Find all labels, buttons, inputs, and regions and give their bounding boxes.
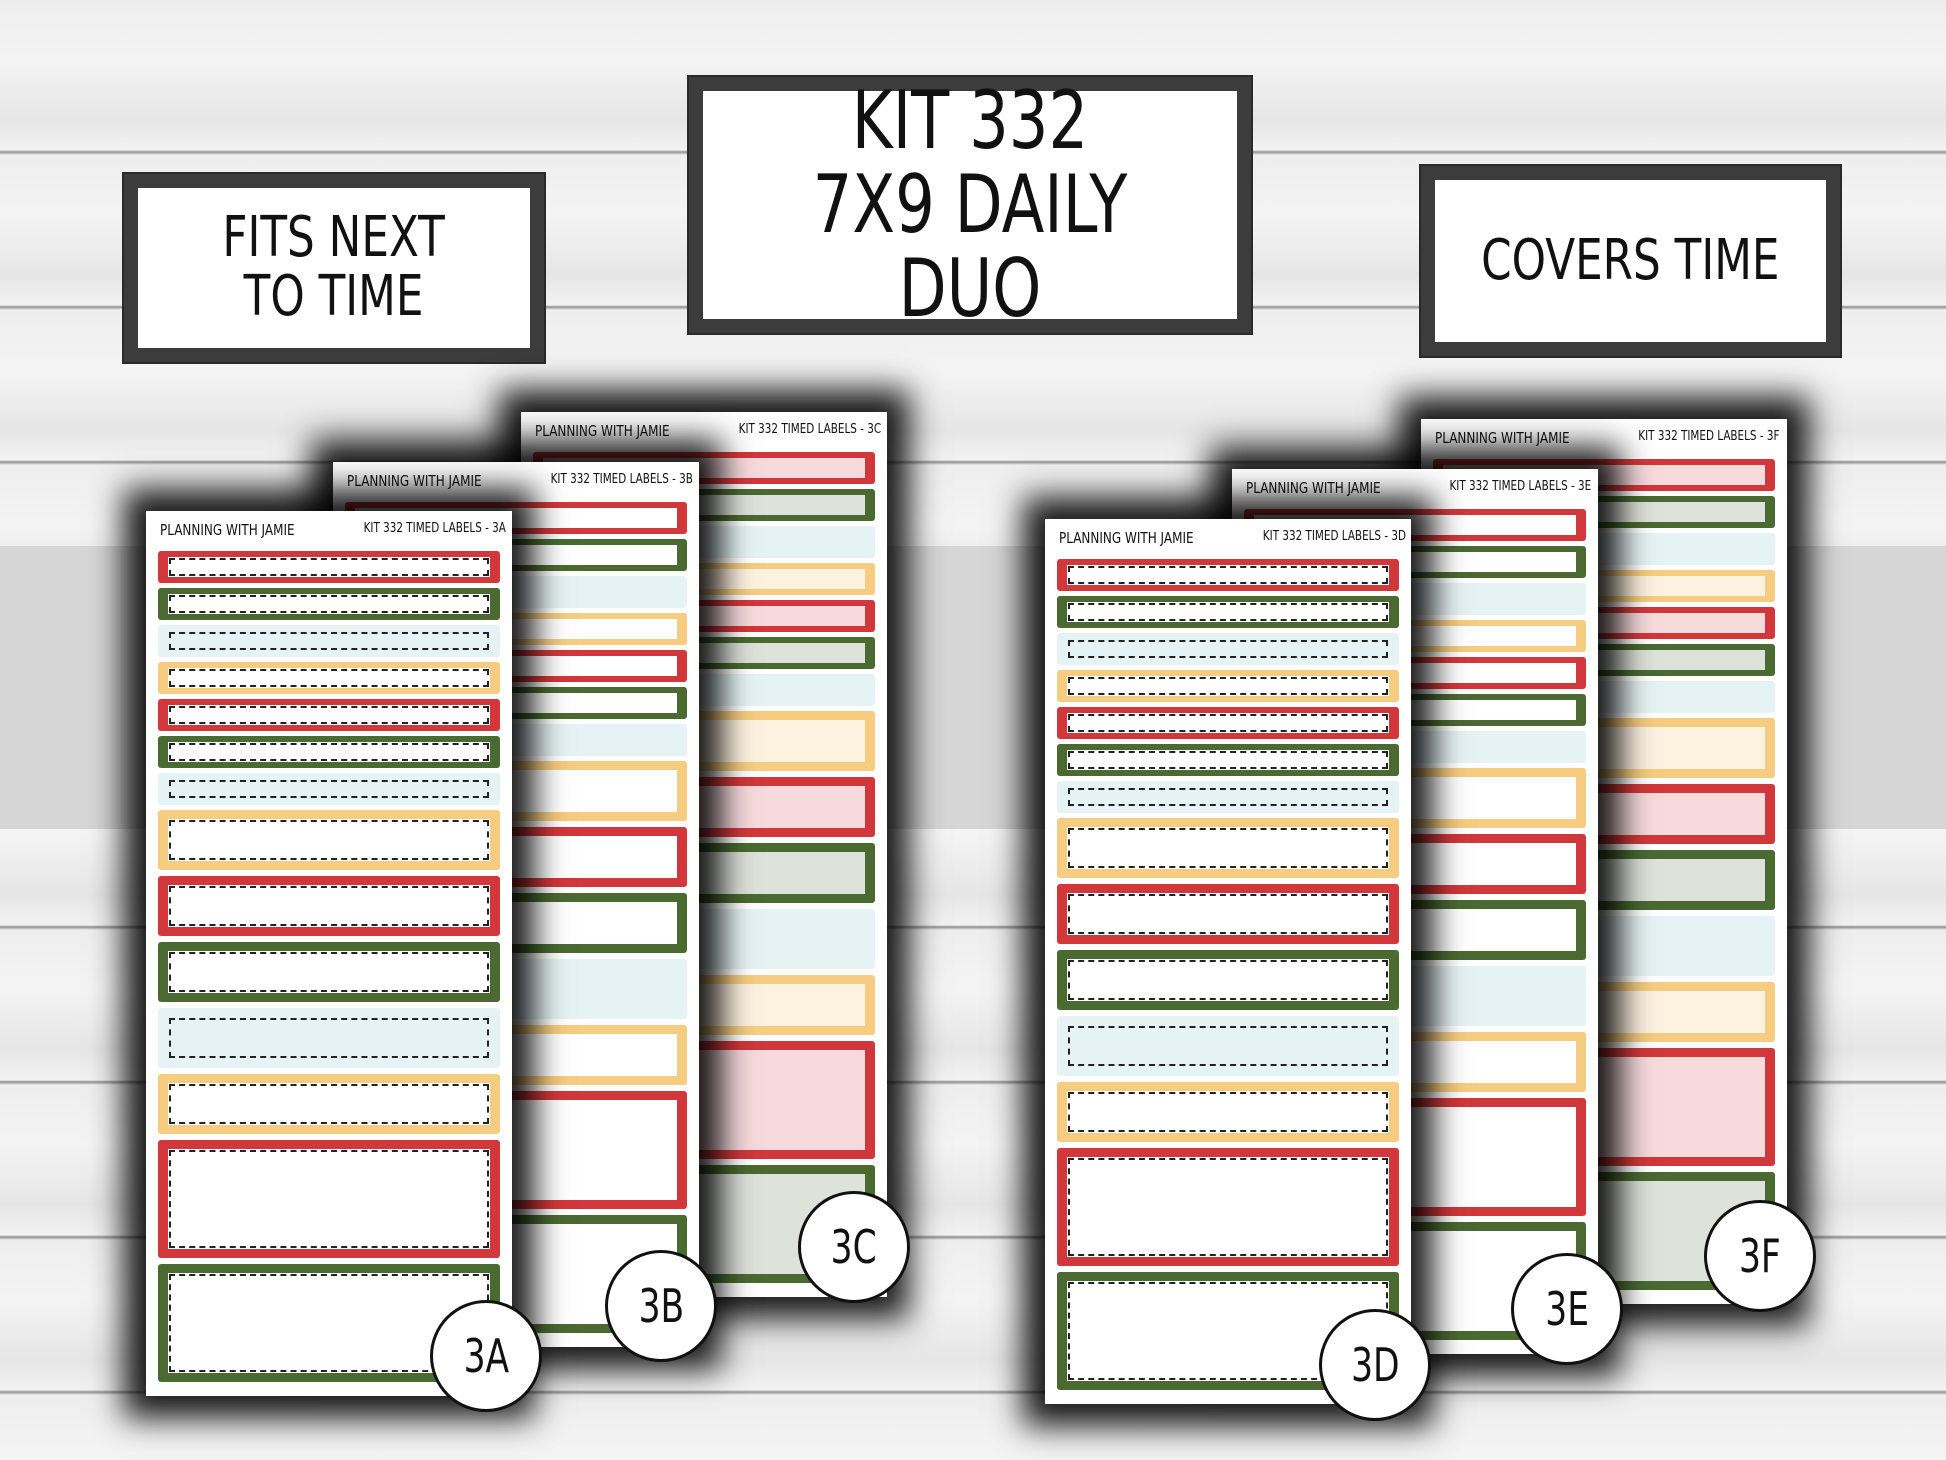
label-sticker	[1057, 633, 1399, 665]
title-text: KIT 332 7X9 DAILY DUO	[812, 74, 1128, 335]
label-sticker	[1057, 884, 1399, 944]
badge-text: 3E	[1545, 1282, 1589, 1336]
sheet-code: KIT 332 TIMED LABELS - 3B	[550, 472, 694, 487]
sheet-header: PLANNING WITH JAMIE KIT 332 TIMED LABELS …	[1246, 479, 1591, 497]
label-writing-area	[168, 779, 490, 799]
brand-label: PLANNING WITH JAMIE	[1435, 429, 1570, 447]
sheet-code: KIT 332 TIMED LABELS - 3E	[1449, 479, 1592, 494]
label-writing-area	[168, 951, 490, 993]
label-sticker	[1057, 1016, 1399, 1076]
label-sticker	[158, 876, 500, 936]
brand-label: PLANNING WITH JAMIE	[1246, 479, 1381, 497]
label-sticker	[158, 551, 500, 583]
label-sticker	[1057, 596, 1399, 628]
badge-text: 3B	[638, 1279, 684, 1333]
label-sticker	[158, 699, 500, 731]
label-writing-area	[1067, 1157, 1389, 1257]
label-sticker	[1057, 559, 1399, 591]
label-writing-area	[168, 1083, 490, 1125]
sign-covers-time: COVERS TIME	[1421, 166, 1840, 356]
label-writing-area	[168, 594, 490, 614]
label-sticker	[1057, 744, 1399, 776]
label-writing-area	[1067, 676, 1389, 696]
brand-label: PLANNING WITH JAMIE	[535, 422, 670, 440]
sheet-badge: 3A	[430, 1300, 542, 1412]
sheet-badge: 3C	[798, 1191, 910, 1303]
label-writing-area	[1067, 565, 1389, 585]
sheet-header: PLANNING WITH JAMIE KIT 332 TIMED LABELS …	[1435, 429, 1780, 447]
label-sticker	[158, 1074, 500, 1134]
label-writing-area	[168, 742, 490, 762]
label-sticker	[1057, 818, 1399, 878]
badge-text: 3D	[1350, 1338, 1400, 1392]
label-sticker	[158, 773, 500, 805]
label-sticker	[1057, 781, 1399, 813]
label-writing-area	[168, 705, 490, 725]
sticker-sheet-3d: PLANNING WITH JAMIE KIT 332 TIMED LABELS …	[1045, 519, 1411, 1404]
sign-fits-next-to-time: FITS NEXT TO TIME	[124, 174, 544, 362]
sheet-code: KIT 332 TIMED LABELS - 3A	[363, 521, 507, 536]
sign-text: COVERS TIME	[1481, 227, 1780, 293]
sheet-code: KIT 332 TIMED LABELS - 3F	[1638, 429, 1780, 444]
label-writing-area	[168, 631, 490, 651]
label-sticker	[158, 1140, 500, 1258]
sheet-badge: 3E	[1511, 1253, 1623, 1365]
label-writing-area	[1067, 893, 1389, 935]
sticker-sheet-3a: PLANNING WITH JAMIE KIT 332 TIMED LABELS …	[146, 511, 512, 1396]
brand-label: PLANNING WITH JAMIE	[160, 521, 295, 539]
label-writing-area	[168, 557, 490, 577]
label-writing-area	[1067, 639, 1389, 659]
sheet-code: KIT 332 TIMED LABELS - 3D	[1263, 529, 1407, 544]
label-sticker	[158, 625, 500, 657]
label-writing-area	[168, 885, 490, 927]
label-sticker	[1057, 1148, 1399, 1266]
sheet-header: PLANNING WITH JAMIE KIT 332 TIMED LABELS …	[347, 472, 693, 490]
badge-text: 3A	[463, 1329, 509, 1383]
label-sticker	[1057, 707, 1399, 739]
label-writing-area	[168, 668, 490, 688]
sign-title: KIT 332 7X9 DAILY DUO	[689, 77, 1251, 333]
sheet-header: PLANNING WITH JAMIE KIT 332 TIMED LABELS …	[160, 521, 506, 539]
sign-text: FITS NEXT TO TIME	[222, 205, 446, 329]
label-writing-area	[1067, 827, 1389, 869]
label-writing-area	[168, 819, 490, 861]
label-sticker	[1057, 950, 1399, 1010]
label-list	[158, 551, 500, 1388]
label-writing-area	[1067, 1025, 1389, 1067]
label-writing-area	[1067, 787, 1389, 807]
label-writing-area	[1067, 959, 1389, 1001]
label-sticker	[158, 810, 500, 870]
label-sticker	[158, 662, 500, 694]
label-writing-area	[168, 1017, 490, 1059]
label-writing-area	[1067, 602, 1389, 622]
label-list	[1057, 559, 1399, 1396]
label-writing-area	[1067, 1091, 1389, 1133]
label-sticker	[1057, 670, 1399, 702]
sheet-header: PLANNING WITH JAMIE KIT 332 TIMED LABELS …	[1059, 529, 1406, 547]
sheet-badge: 3D	[1319, 1309, 1431, 1421]
badge-text: 3C	[830, 1220, 878, 1274]
label-writing-area	[1067, 713, 1389, 733]
label-writing-area	[168, 1149, 490, 1249]
label-sticker	[158, 942, 500, 1002]
sheet-badge: 3B	[605, 1250, 717, 1362]
brand-label: PLANNING WITH JAMIE	[347, 472, 482, 490]
label-sticker	[158, 736, 500, 768]
badge-text: 3F	[1739, 1229, 1781, 1283]
label-sticker	[1057, 1082, 1399, 1142]
sheet-header: PLANNING WITH JAMIE KIT 332 TIMED LABELS …	[535, 422, 881, 440]
sheet-badge: 3F	[1704, 1200, 1816, 1312]
label-sticker	[158, 588, 500, 620]
label-writing-area	[1067, 750, 1389, 770]
label-sticker	[158, 1008, 500, 1068]
brand-label: PLANNING WITH JAMIE	[1059, 529, 1194, 547]
sheet-code: KIT 332 TIMED LABELS - 3C	[738, 422, 882, 437]
